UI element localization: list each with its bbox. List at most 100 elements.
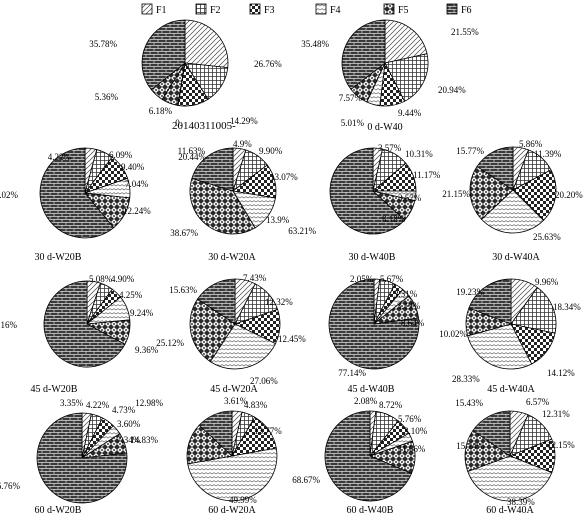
value-label-8-3: 3.19% xyxy=(397,301,421,311)
value-label-9-0: 9.96% xyxy=(535,277,559,287)
value-label-4-1: 10.31% xyxy=(405,149,433,159)
value-label-1-5: 35.48% xyxy=(301,39,329,49)
legend-item-f4: F4 xyxy=(315,3,341,16)
value-label-4-4: 8.18% xyxy=(382,214,406,224)
value-label-11-2: 13.77% xyxy=(254,426,282,436)
value-label-10-4: 7.34% xyxy=(117,435,141,445)
pie-caption-7: 45 d-W20A xyxy=(210,384,258,395)
value-label-0-2: 11.63% xyxy=(178,146,206,156)
value-label-11-4: 14.83% xyxy=(130,435,158,445)
value-label-4-0: 3.57% xyxy=(378,143,402,153)
value-label-6-4: 9.36% xyxy=(135,345,159,355)
value-label-2-2: 9.40% xyxy=(121,162,145,172)
pie-slice-0-0 xyxy=(184,19,229,69)
value-label-1-3: 5.01% xyxy=(341,118,365,128)
value-label-6-5: 67.16% xyxy=(0,320,18,330)
legend-item-f5: F5 xyxy=(383,3,409,16)
legend-label-f2: F2 xyxy=(210,5,221,16)
legend-label-f5: F5 xyxy=(398,5,409,16)
pie-slice-6-5 xyxy=(43,280,126,368)
legend-item-f1: F1 xyxy=(141,3,167,16)
value-label-9-2: 14.12% xyxy=(547,368,575,378)
value-label-8-0: 2.05% xyxy=(350,274,374,284)
value-label-4-5: 63.21% xyxy=(288,226,316,236)
value-label-11-5: 12.98% xyxy=(135,398,163,408)
value-label-12-1: 8.72% xyxy=(379,400,403,410)
value-label-2-1: 6.09% xyxy=(109,150,133,160)
value-label-1-4: 7.57% xyxy=(339,93,363,103)
legend-label-f1: F1 xyxy=(156,5,167,16)
value-label-5-4: 21.15% xyxy=(442,189,470,199)
legend: F1 F2 F3 F4 F5 F6 xyxy=(141,3,472,16)
value-label-13-2: 12.15% xyxy=(547,440,575,450)
pie-slice-10-5 xyxy=(36,412,128,504)
value-label-8-2: 3.31% xyxy=(394,289,418,299)
pie-chart-10 xyxy=(36,412,128,504)
pie-caption-12: 60 d-W40B xyxy=(347,505,394,516)
value-label-3-3: 13.9% xyxy=(266,215,290,225)
value-label-8-1: 5.67% xyxy=(380,274,404,284)
value-label-12-4: 11.66% xyxy=(398,444,426,454)
value-label-6-0: 5.08% xyxy=(89,274,113,284)
legend-item-f3: F3 xyxy=(249,3,275,16)
value-label-0-6: 35.78% xyxy=(89,39,117,49)
value-label-1-0: 21.55% xyxy=(451,27,479,37)
legend-swatch-f1 xyxy=(141,3,153,15)
value-label-5-5: 15.77% xyxy=(456,146,484,156)
value-label-2-3: 7.04% xyxy=(125,179,149,189)
value-label-13-3: 38.39% xyxy=(507,497,535,507)
value-label-11-0: 3.61% xyxy=(224,396,248,406)
pie-chart-5 xyxy=(469,146,557,234)
value-label-3-2: 13.07% xyxy=(270,172,298,182)
value-label-11-1: 4.83% xyxy=(244,400,268,410)
pie-slice-9-5 xyxy=(468,278,512,325)
value-label-8-5: 77.14% xyxy=(338,368,366,378)
value-label-7-4: 25.12% xyxy=(156,338,184,348)
legend-label-f6: F6 xyxy=(461,5,472,16)
value-label-3-4: 38.67% xyxy=(170,228,198,238)
value-label-2-4: 12.24% xyxy=(123,206,151,216)
value-label-5-2: 20.20% xyxy=(555,190,583,200)
value-label-7-2: 12.45% xyxy=(278,334,306,344)
pie-slice-13-3 xyxy=(467,455,553,502)
pie-caption-10: 60 d-W20B xyxy=(35,505,82,516)
pie-chart-8 xyxy=(328,278,420,370)
value-label-3-0: 4.9% xyxy=(233,139,252,149)
value-label-9-4: 10.02% xyxy=(439,329,467,339)
value-label-10-2: 4.73% xyxy=(112,405,136,415)
value-label-10-1: 4.22% xyxy=(86,400,110,410)
value-label-2-0: 4.22% xyxy=(48,152,72,162)
value-label-0-4: 6.18% xyxy=(149,106,173,116)
pie-slice-13-5 xyxy=(472,410,511,457)
value-label-5-3: 25.63% xyxy=(533,232,561,242)
value-label-12-3: 3.10% xyxy=(404,426,428,436)
value-label-9-5: 19.23% xyxy=(456,287,484,297)
value-label-4-3: 3.57% xyxy=(398,193,422,203)
legend-swatch-f4 xyxy=(315,3,327,15)
pie-caption-6: 45 d-W20B xyxy=(31,384,78,395)
overlay-id-text: 20140311005- xyxy=(172,120,236,132)
value-label-0-1: 14.29% xyxy=(230,116,258,126)
value-label-13-5: 15.43% xyxy=(455,398,483,408)
pie-chart-1 xyxy=(341,19,429,107)
value-label-10-5: 76.76% xyxy=(0,481,21,491)
value-label-12-5: 68.67% xyxy=(292,475,320,485)
value-label-13-0: 6.57% xyxy=(526,397,550,407)
pie-chart-12 xyxy=(324,410,416,502)
pie-charts xyxy=(36,19,557,504)
pie-slice-5-3 xyxy=(480,189,545,234)
value-label-0-5: 5.36% xyxy=(95,92,119,102)
value-label-1-2: 9.44% xyxy=(398,108,422,118)
pie-chart-4 xyxy=(329,147,417,235)
pie-chart-9 xyxy=(465,278,557,370)
pie-slice-5-4 xyxy=(469,165,514,220)
legend-swatch-f2 xyxy=(195,3,207,15)
value-label-7-5: 15.63% xyxy=(169,285,197,295)
value-label-0-3: 0. xyxy=(175,118,182,128)
value-label-4-2: 11.17% xyxy=(413,170,441,180)
pie-caption-9: 45 d-W40A xyxy=(487,384,535,395)
pie-slice-0-6 xyxy=(141,19,186,91)
value-label-7-3: 27.06% xyxy=(250,376,278,386)
value-label-6-1: 4.90% xyxy=(111,274,135,284)
pie-chart-0 xyxy=(141,19,229,107)
